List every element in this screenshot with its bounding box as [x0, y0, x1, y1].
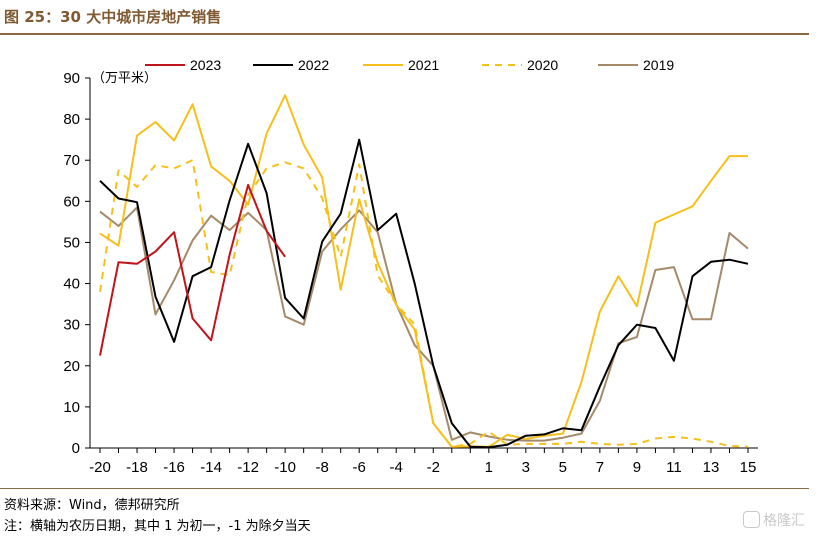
chart-legend: 2023 2022 2021 2020 2019: [145, 57, 674, 73]
x-tick-label: 15: [740, 459, 757, 476]
watermark-text: 格隆汇: [763, 513, 805, 529]
x-tick-label: -8: [315, 459, 328, 476]
legend-label-2020: 2020: [527, 57, 558, 73]
chart-series-lines: [99, 94, 749, 449]
x-tick-label: -10: [274, 459, 296, 476]
x-tick-label: 11: [666, 459, 682, 476]
x-tick-label: -12: [237, 459, 259, 476]
title-divider: [0, 33, 809, 35]
y-axis-unit-label: （万平米）: [92, 70, 157, 85]
x-tick-label: -16: [163, 459, 185, 476]
series-line-2022: [99, 138, 749, 449]
x-tick-label: -4: [390, 459, 403, 476]
legend-label-2021: 2021: [408, 57, 439, 73]
x-tick-label: 5: [559, 459, 567, 476]
watermark-logo-icon: [743, 511, 760, 528]
legend-label-2019: 2019: [643, 57, 674, 73]
x-tick-label: 3: [522, 459, 530, 476]
x-tick-label: 13: [703, 459, 720, 476]
legend-label-2022: 2022: [298, 57, 329, 73]
x-tick-label: 9: [633, 459, 641, 476]
watermark: 格隆汇: [743, 510, 805, 530]
series-line-2023: [99, 183, 286, 356]
y-tick-label: 20: [63, 358, 80, 375]
x-tick-label: -2: [427, 459, 440, 476]
y-tick-label: 0: [72, 440, 80, 457]
figure-title: 图 25：30 大中城市房地产销售: [4, 8, 222, 26]
x-tick-label: -6: [353, 459, 366, 476]
y-tick-label: 70: [63, 152, 80, 169]
x-tick-label: 7: [596, 459, 604, 476]
line-chart: 0 10 20 30 40 50 60 70 80 90 -20 -18 -16 -14 -12 -10 -8 -…: [63, 57, 758, 476]
chart-axes: 0 10 20 30 40 50 60 70 80 90 -20 -18 -16 -14 -12 -10 -8 -…: [63, 70, 758, 476]
y-tick-label: 50: [63, 234, 80, 251]
y-tick-label: 40: [63, 276, 80, 293]
x-tick-label: -14: [200, 459, 222, 476]
y-tick-label: 60: [63, 193, 80, 210]
series-line-2021: [99, 94, 748, 448]
y-tick-label: 90: [63, 70, 80, 87]
y-tick-label: 10: [63, 399, 80, 416]
source-note: 资料来源：Wind，德邦研究所: [4, 498, 180, 513]
series-line-2020: [99, 159, 749, 448]
footer-divider: [0, 488, 809, 489]
y-tick-label: 30: [63, 317, 80, 334]
axis-note: 注：横轴为农历日期，其中 1 为初一，-1 为除夕当天: [4, 519, 311, 534]
x-tick-label: -20: [89, 459, 111, 476]
y-tick-label: 80: [63, 111, 80, 128]
x-tick-label: 1: [485, 459, 493, 476]
x-tick-label: -18: [126, 459, 148, 476]
legend-label-2023: 2023: [190, 57, 221, 73]
